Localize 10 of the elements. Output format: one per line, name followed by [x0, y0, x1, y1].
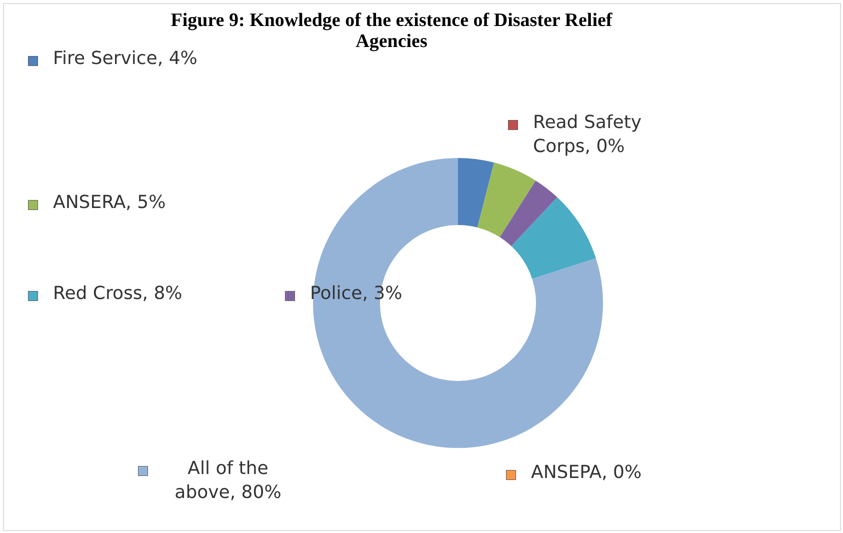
legend-label: ANSEPA, 0%: [531, 462, 642, 483]
legend-label: All of the above, 80%: [174, 458, 282, 503]
donut-slice: [500, 180, 558, 246]
donut-slice: [458, 158, 494, 228]
legend-label: Read Safety Corps, 0%: [533, 112, 642, 157]
legend-label: Red Cross, 8%: [53, 283, 182, 304]
donut-slice: [477, 162, 536, 238]
legend-label: ANSERA, 5%: [53, 192, 166, 213]
donut-slice: [511, 197, 596, 279]
donut-slice: [313, 158, 603, 448]
